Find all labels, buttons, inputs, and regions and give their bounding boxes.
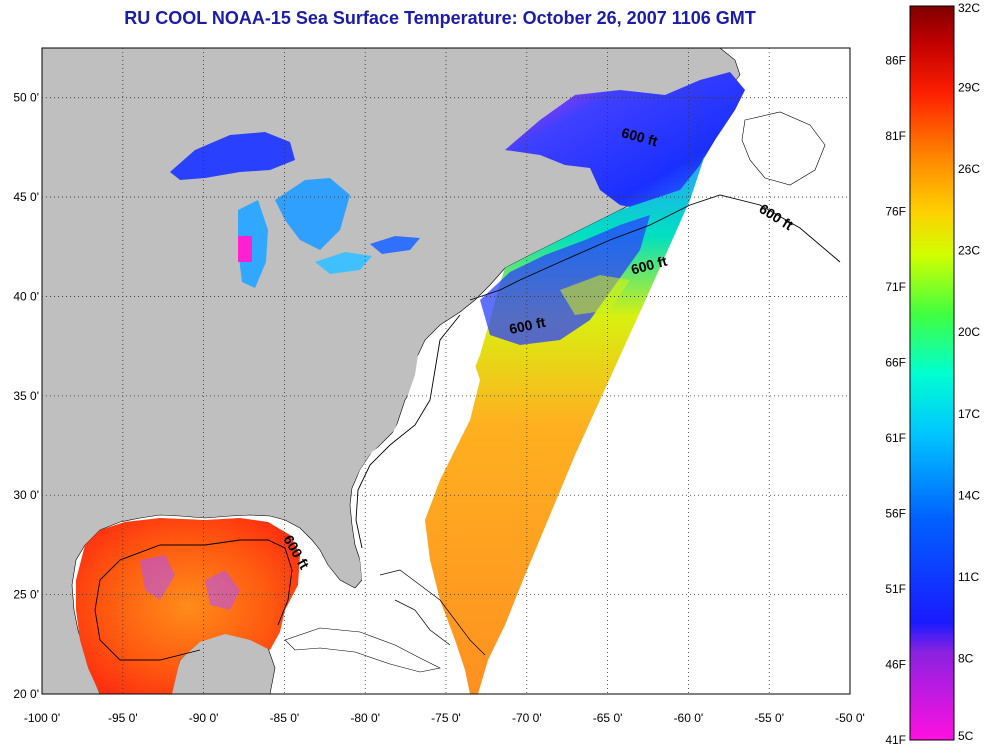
colorbar-fahrenheit-label: 46F <box>885 657 906 671</box>
colorbar-fahrenheit-label: 81F <box>885 129 906 143</box>
isobath-contour-atlantic <box>469 194 841 301</box>
contour-label-mid-atlantic: 600 ft <box>508 314 547 337</box>
sst-gulf-of-mexico <box>76 518 300 694</box>
colorbar-fahrenheit-label: 61F <box>885 431 906 445</box>
colorbar-celsius-label: 23C <box>958 244 980 258</box>
lat-tick-label: 40 0' <box>13 289 39 303</box>
isobath-contour-south <box>355 314 461 549</box>
sst-gulf-cool-patches <box>140 555 240 610</box>
graticule <box>42 48 850 694</box>
lon-tick-label: -55 0' <box>754 711 784 725</box>
lake-michigan-warm-patch <box>238 236 252 262</box>
lon-tick-label: -60 0' <box>674 711 704 725</box>
colorbar-fahrenheit-labels: 86F 81F 76F 71F 66F 61F 56F 51F 46F 41F <box>885 53 906 747</box>
colorbar-celsius-label: 17C <box>958 407 980 421</box>
sst-gulf-stream-edge <box>560 275 630 315</box>
sst-atlantic-swath <box>425 155 705 694</box>
lat-tick-label: 25 0' <box>13 588 39 602</box>
colorbar-fahrenheit-label: 56F <box>885 506 906 520</box>
latitude-labels: 20 0' 25 0' 30 0' 35 0' 40 0' 45 0' 50 0' <box>13 91 39 701</box>
lake-ontario <box>370 236 420 254</box>
colorbar-fahrenheit-label: 41F <box>885 733 906 747</box>
lat-tick-label: 20 0' <box>13 687 39 701</box>
colorbar-celsius-labels: 32C 29C 26C 23C 20C 17C 14C 11C 8C 5C <box>958 1 980 743</box>
colorbar-fahrenheit-label: 71F <box>885 280 906 294</box>
lat-tick-label: 45 0' <box>13 190 39 204</box>
longitude-labels: -100 0' -95 0' -90 0' -85 0' -80 0' -75 0' -70… <box>24 711 865 725</box>
lon-tick-label: -65 0' <box>593 711 623 725</box>
colorbar <box>909 5 955 741</box>
lon-tick-label: -50 0' <box>835 711 865 725</box>
lon-tick-label: -70 0' <box>512 711 542 725</box>
bahamas-outline <box>379 569 486 656</box>
lon-tick-label: -90 0' <box>189 711 219 725</box>
lon-tick-label: -80 0' <box>350 711 380 725</box>
lon-tick-label: -95 0' <box>108 711 138 725</box>
colorbar-celsius-label: 11C <box>958 570 979 584</box>
lon-tick-label: -100 0' <box>24 711 60 725</box>
lat-tick-label: 50 0' <box>13 91 39 105</box>
colorbar-celsius-label: 8C <box>958 651 974 665</box>
lake-superior <box>170 132 295 180</box>
colorbar-fahrenheit-label: 66F <box>885 355 906 369</box>
land-cuba <box>284 627 441 673</box>
colorbar-celsius-label: 14C <box>958 488 980 502</box>
lake-huron <box>275 178 350 250</box>
map-title: RU COOL NOAA-15 Sea Surface Temperature:… <box>124 8 756 28</box>
colorbar-celsius-label: 5C <box>958 729 974 743</box>
isobath-contour-gulf <box>94 539 293 661</box>
colorbar-celsius-label: 29C <box>958 81 980 95</box>
colorbar-celsius-label: 20C <box>958 325 980 339</box>
lake-michigan <box>238 200 268 288</box>
lake-erie <box>315 252 372 274</box>
land-newfoundland <box>741 111 826 186</box>
colorbar-fahrenheit-label: 51F <box>885 582 906 596</box>
sst-gulf-of-st-lawrence <box>505 72 745 210</box>
lat-tick-label: 30 0' <box>13 488 39 502</box>
lon-tick-label: -85 0' <box>270 711 300 725</box>
ocean-nodata-strip <box>352 345 480 630</box>
sst-shelf-cool <box>480 215 650 345</box>
colorbar-fahrenheit-label: 86F <box>885 53 906 67</box>
colorbar-fahrenheit-label: 76F <box>885 204 906 218</box>
colorbar-celsius-label: 32C <box>958 1 980 15</box>
lon-tick-label: -75 0' <box>431 711 461 725</box>
lat-tick-label: 35 0' <box>13 389 39 403</box>
colorbar-celsius-label: 26C <box>958 162 980 176</box>
